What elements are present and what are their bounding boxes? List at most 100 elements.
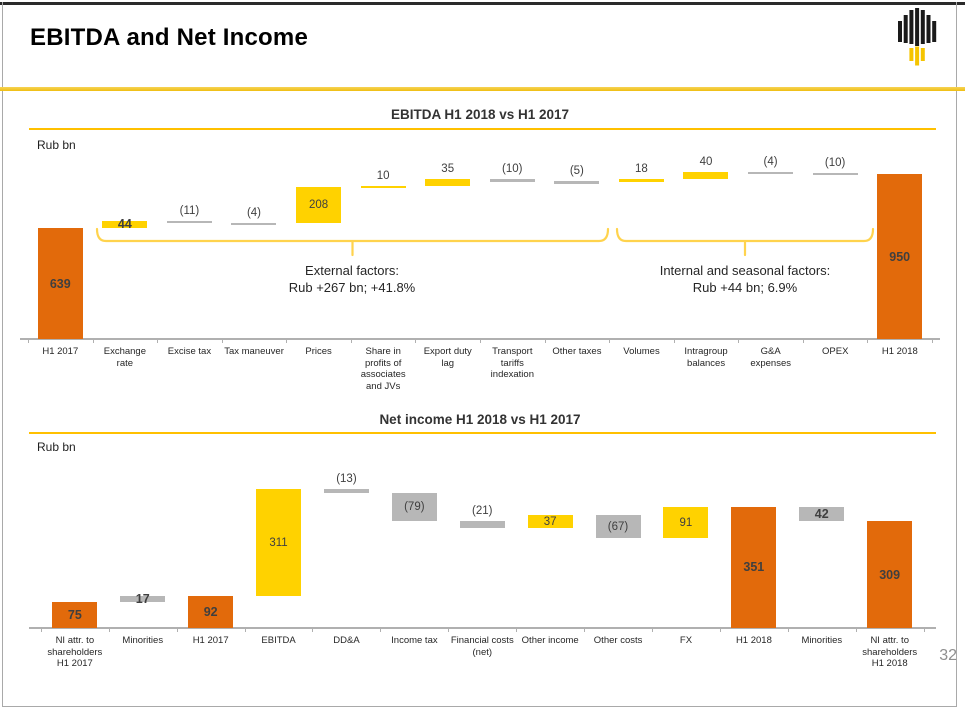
axis-tick bbox=[40, 628, 42, 632]
category-label-volumes: Volumes bbox=[623, 346, 660, 357]
bar-value-label: 950 bbox=[889, 249, 911, 264]
waterfall-bar-dd-a bbox=[323, 489, 369, 494]
axis-tick bbox=[448, 628, 450, 632]
slide-border-right bbox=[956, 2, 957, 706]
axis-tick bbox=[380, 628, 382, 632]
bar-value-label: 91 bbox=[679, 516, 693, 529]
waterfall-bar-income-tax bbox=[391, 493, 437, 521]
axis-tick bbox=[584, 628, 586, 632]
category-label-prices: Prices bbox=[305, 346, 332, 357]
axis-tick bbox=[176, 628, 178, 632]
axis-tick bbox=[719, 628, 721, 632]
bar-value-label: 309 bbox=[879, 567, 901, 582]
category-label-ni-attr-to-shareholders-h1-2017: NI attr. to shareholders H1 2017 bbox=[47, 635, 103, 669]
waterfall-bar-other-taxes bbox=[554, 181, 600, 184]
bar-value-label: (4) bbox=[763, 156, 778, 168]
chart-title: Net income H1 2018 vs H1 2017 bbox=[379, 412, 581, 427]
chart-title: EBITDA H1 2018 vs H1 2017 bbox=[390, 107, 570, 122]
bar-value-label: (11) bbox=[179, 204, 200, 217]
category-label-tax-maneuver: Tax maneuver bbox=[224, 346, 284, 357]
category-label-fx: FX bbox=[679, 635, 693, 646]
external-factors-line2: Rub +267 bn; +41.8% bbox=[288, 280, 416, 295]
bar-value-label: 35 bbox=[441, 163, 455, 176]
category-label-ni-attr-to-shareholders-h1-2018: NI attr. to shareholders H1 2018 bbox=[862, 635, 918, 669]
slide-border-bottom bbox=[2, 706, 957, 707]
axis-tick bbox=[157, 339, 159, 343]
bar-value-label: 42 bbox=[814, 506, 829, 521]
bar-value-label: (67) bbox=[607, 520, 629, 533]
waterfall-bar-h1-2017 bbox=[188, 596, 234, 628]
axis-tick bbox=[544, 339, 546, 343]
page-title: EBITDA and Net Income bbox=[30, 24, 309, 51]
category-label-dd-a: DD&A bbox=[333, 635, 360, 646]
axis-tick bbox=[609, 339, 611, 343]
waterfall-bar-h1-2018 bbox=[877, 174, 923, 339]
bar-value-label: 351 bbox=[743, 560, 765, 575]
ebitda-plot-area: 639 44 (11) (4) 208 10 35 (10) (5) 18 40 (4) (10) 950 bbox=[20, 153, 940, 343]
waterfall-bar-other-costs bbox=[595, 515, 641, 539]
waterfall-bar-minorities bbox=[799, 506, 845, 522]
ebitda-category-axis: H1 2017 Exchange rate Excise tax Tax maneuv… bbox=[28, 346, 932, 392]
waterfall-bar-ebitda bbox=[256, 489, 302, 597]
axis-tick bbox=[28, 339, 29, 343]
bar-value-label: 639 bbox=[49, 276, 71, 291]
bar-value-label: 208 bbox=[308, 199, 329, 212]
external-factors-line1: External factors: bbox=[305, 263, 399, 278]
category-label-h1-2018: H1 2018 bbox=[881, 346, 918, 357]
axis-tick bbox=[92, 339, 94, 343]
x-axis bbox=[28, 627, 936, 629]
axis-tick bbox=[312, 628, 314, 632]
waterfall-bar-minorities bbox=[120, 596, 166, 603]
waterfall-bar-exchange-rate bbox=[102, 220, 148, 229]
category-label-exchange-rate: Exchange rate bbox=[103, 346, 146, 369]
waterfall-bar-g-a-expenses bbox=[748, 172, 794, 175]
axis-tick bbox=[931, 339, 933, 343]
internal-factors-line1: Internal and seasonal factors: bbox=[659, 263, 831, 278]
bar-value-label: 10 bbox=[376, 169, 390, 182]
category-label-h1-2018: H1 2018 bbox=[735, 635, 772, 646]
category-label-opex: OPEX bbox=[822, 346, 849, 357]
waterfall-bar-financial-costs-net bbox=[459, 520, 505, 528]
axis-tick bbox=[855, 628, 857, 632]
rosneft-logo-icon bbox=[898, 8, 937, 66]
waterfall-bar-volumes bbox=[618, 178, 664, 183]
waterfall-bar-ni-attr-to-shareholders-h1-2017 bbox=[52, 602, 98, 628]
bar-value-label: (21) bbox=[472, 504, 493, 517]
axis-tick bbox=[651, 628, 653, 632]
bar-value-label: 37 bbox=[543, 515, 557, 528]
category-label-transport-tariffs-indexation: Transport tariffs indexation bbox=[490, 346, 534, 380]
waterfall-bar-h1-2018 bbox=[731, 506, 777, 628]
category-label-financial-costs-net: Financial costs (net) bbox=[450, 635, 514, 658]
axis-tick bbox=[350, 339, 352, 343]
waterfall-bar-fx bbox=[663, 506, 709, 539]
axis-tick bbox=[867, 339, 869, 343]
category-label-intragroup-balances: Intragroup balances bbox=[684, 346, 728, 369]
category-label-minorities: Minorities bbox=[801, 635, 843, 646]
internal-factors-line2: Rub +44 bn; 6.9% bbox=[692, 280, 798, 295]
waterfall-bar-export-duty-lag bbox=[425, 179, 471, 186]
category-label-export-duty-lag: Export duty lag bbox=[423, 346, 472, 369]
chart-title-underline bbox=[29, 127, 936, 130]
slide-border-top bbox=[0, 2, 965, 5]
bar-value-label: (10) bbox=[824, 156, 846, 169]
bar-value-label: (10) bbox=[502, 163, 523, 176]
category-label-other-income: Other income bbox=[521, 635, 579, 646]
bracket-brace bbox=[615, 227, 875, 257]
external-factors-annotation: External factors: Rub +267 bn; +41.8% bbox=[192, 262, 512, 296]
waterfall-bar-intragroup-balances bbox=[683, 172, 729, 179]
unit-label: Rub bn bbox=[37, 440, 76, 454]
waterfall-bar-prices bbox=[296, 187, 342, 224]
axis-tick bbox=[415, 339, 417, 343]
category-label-h1-2017: H1 2017 bbox=[192, 635, 229, 646]
unit-label: Rub bn bbox=[37, 138, 76, 152]
waterfall-bar-ni-attr-to-shareholders-h1-2018 bbox=[867, 521, 913, 628]
bar-value-label: 311 bbox=[269, 536, 288, 549]
net-income-plot-area: 75 17 92 311 (13) (79) (21) 37 (67) 91 351 42 309 bbox=[28, 468, 936, 632]
axis-tick bbox=[923, 628, 925, 632]
axis-tick bbox=[479, 339, 481, 343]
category-label-excise-tax: Excise tax bbox=[167, 346, 212, 357]
axis-tick bbox=[244, 628, 246, 632]
page-number: 32 bbox=[939, 647, 957, 664]
axis-tick bbox=[108, 628, 110, 632]
axis-tick bbox=[787, 628, 789, 632]
